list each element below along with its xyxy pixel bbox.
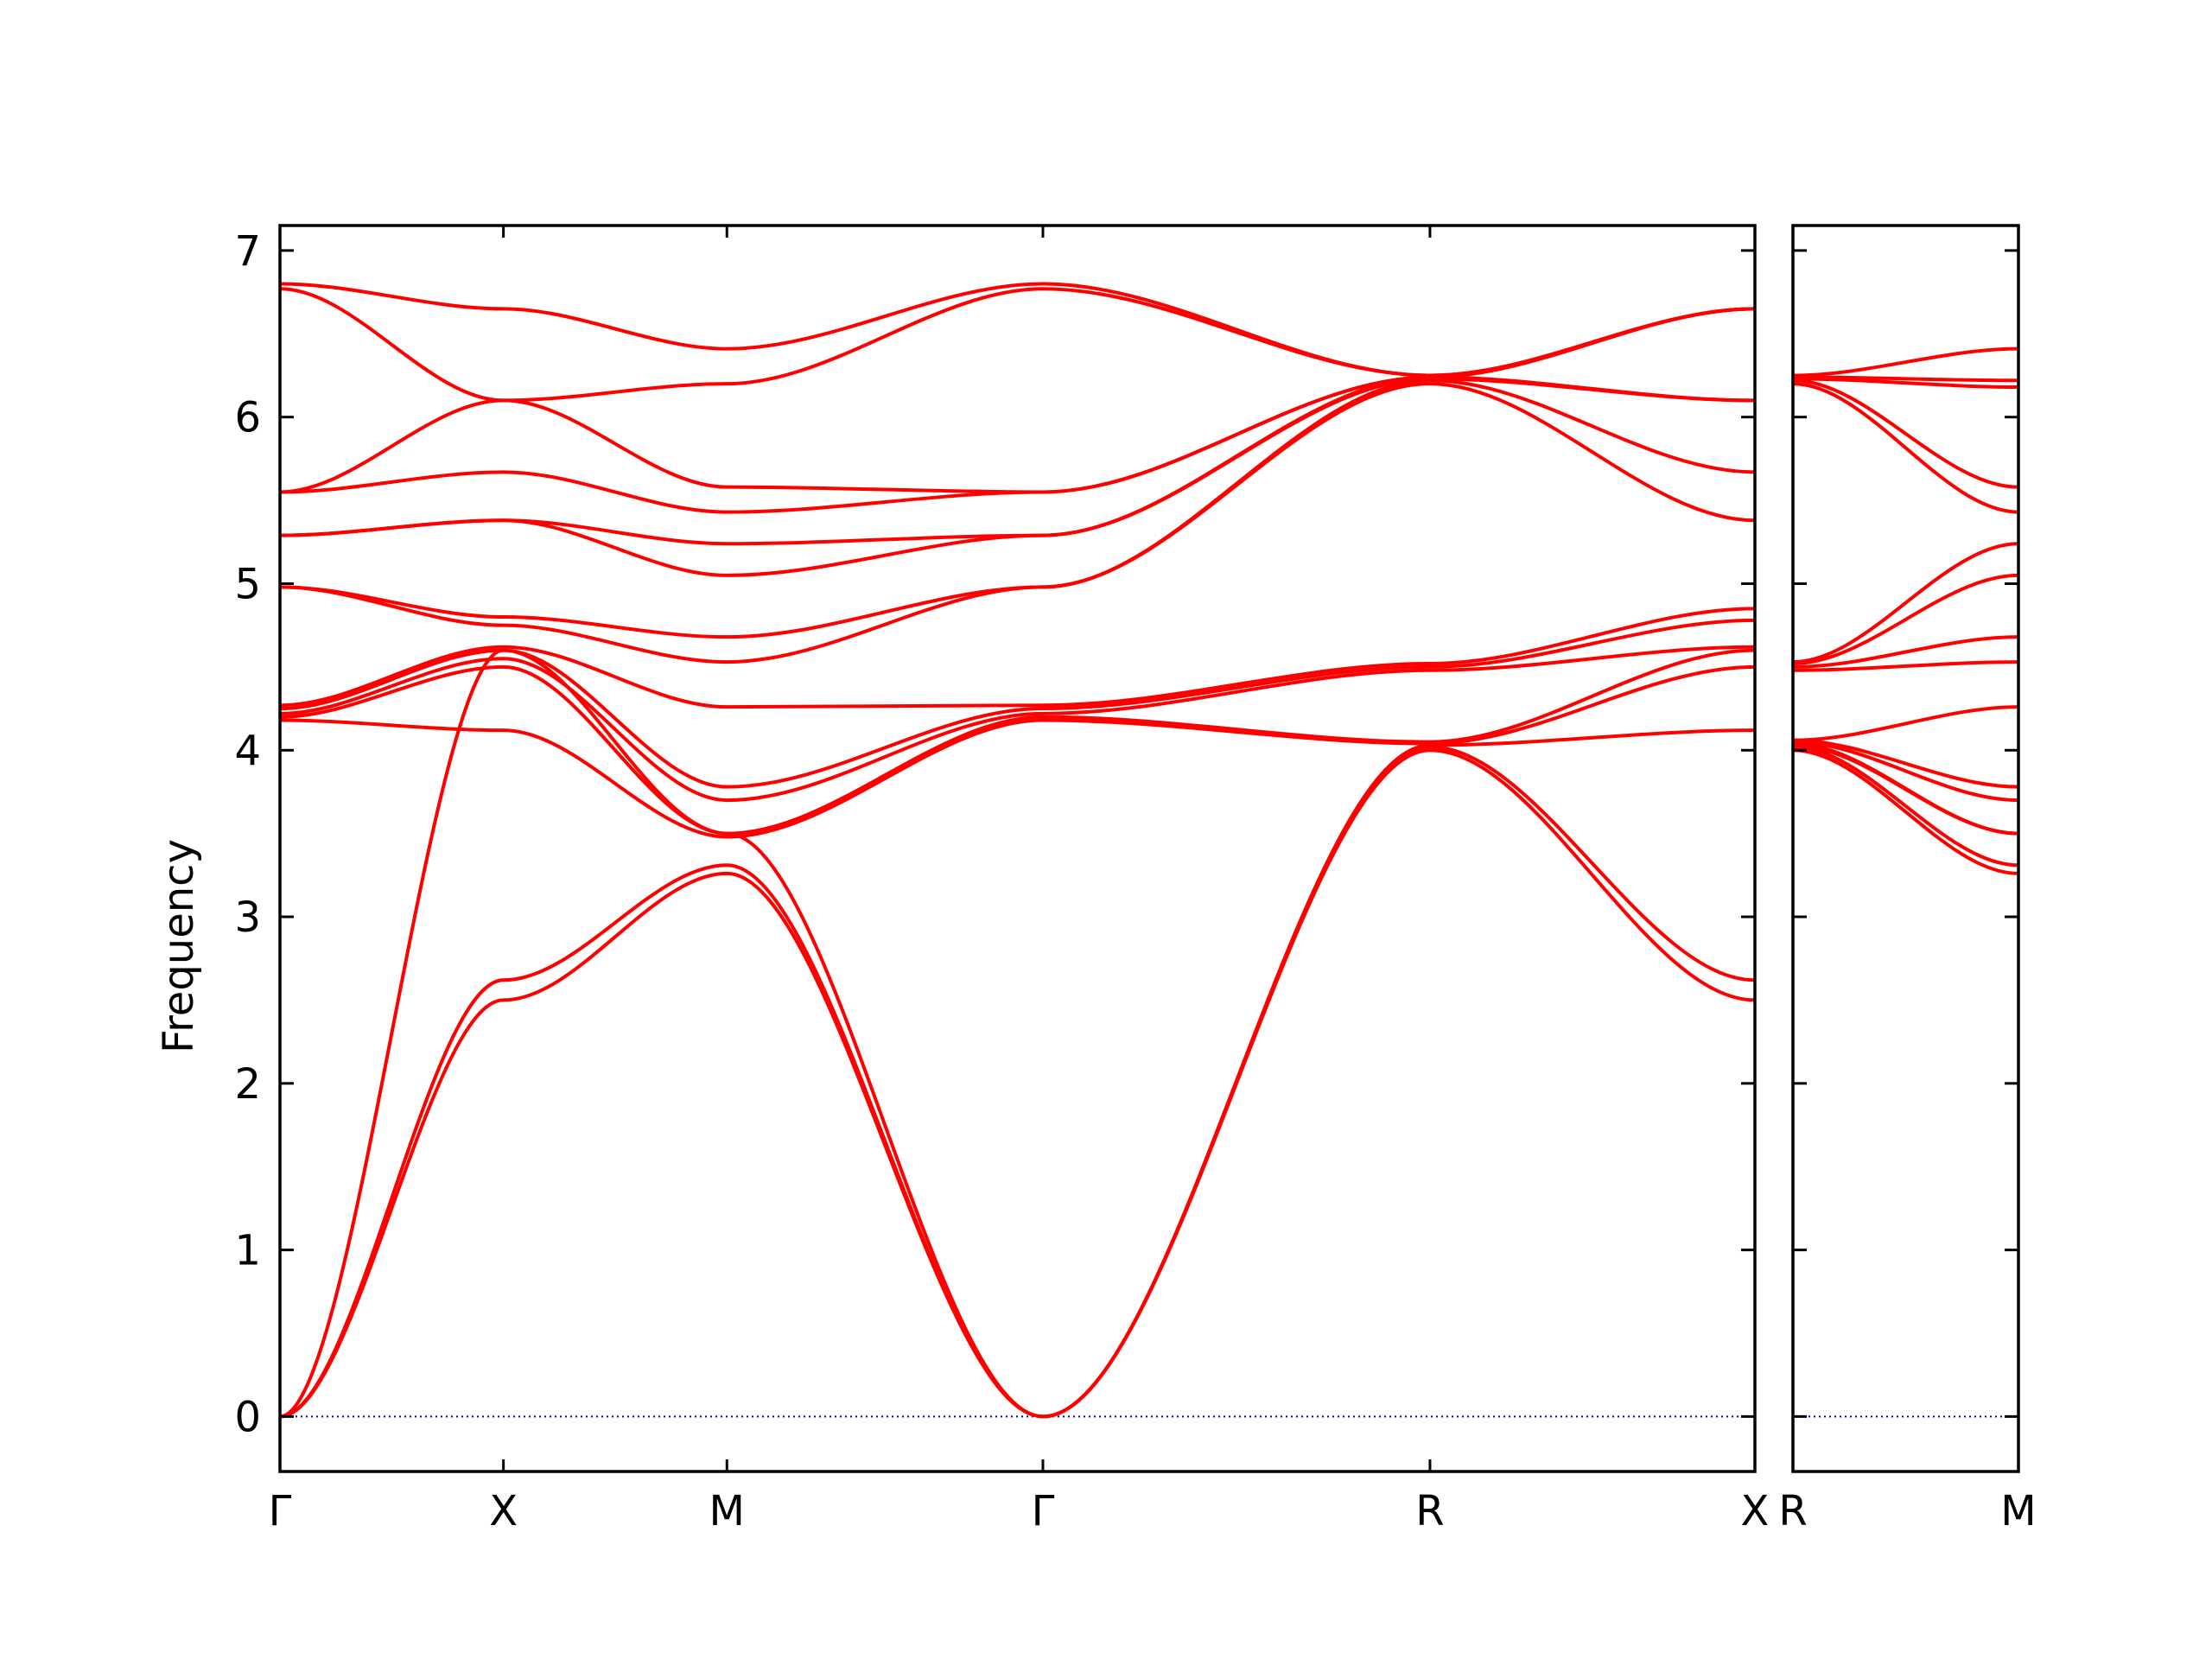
band-line-6: [279, 645, 1756, 803]
band-line-13: [1792, 378, 2019, 489]
main-panel: 0 1 2 3 4 5 6 7 Γ X M Γ R X: [234, 224, 1770, 1535]
y-tick-label: 7: [234, 227, 261, 276]
plot-frame: [1791, 224, 2020, 1473]
band-line-6: [1792, 738, 2019, 789]
x-tick-label: Γ: [269, 1487, 292, 1535]
band-line-8: [279, 607, 1756, 709]
y-axis-label: Frequency: [155, 839, 203, 1053]
plot-frame: [278, 224, 1757, 1473]
band-line-2: [279, 745, 1756, 1419]
band-line-16: [1792, 346, 2019, 378]
band-line-8: [1792, 660, 2019, 672]
band-line-1: [1792, 748, 2019, 875]
y-tick-label: 0: [234, 1393, 261, 1441]
x-tick-label: X: [1741, 1487, 1770, 1535]
band-line-16: [279, 282, 1756, 378]
y-tick-label: 4: [234, 727, 261, 775]
y-tick-label: 5: [234, 560, 261, 608]
band-line-5: [1792, 740, 2019, 803]
band-line-1: [279, 748, 1756, 1419]
y-tick-label: 3: [234, 893, 261, 942]
y-tick-label: 6: [234, 394, 261, 442]
band-line-12: [279, 375, 1756, 546]
band-line-5: [279, 648, 1756, 836]
x-tick-label: R: [1415, 1487, 1444, 1535]
band-line-14: [1792, 377, 2019, 389]
y-tick-label: 2: [234, 1060, 261, 1109]
band-line-7: [1792, 705, 2019, 742]
band-line-10: [279, 378, 1756, 639]
band-line-10: [1792, 573, 2019, 666]
band-line-11: [279, 377, 1756, 577]
x-tick-label: M: [2000, 1487, 2036, 1535]
x-tick-label: M: [709, 1487, 745, 1535]
x-tick-label: Γ: [1032, 1487, 1055, 1535]
band-line-12: [1792, 382, 2019, 514]
band-line-9: [1792, 635, 2019, 669]
band-line-11: [1792, 542, 2019, 664]
band-line-13: [279, 307, 1756, 514]
band-line-7: [279, 618, 1756, 789]
x-tick-label: R: [1778, 1487, 1807, 1535]
band-line-2: [1792, 745, 2019, 868]
band-line-4: [279, 664, 1756, 839]
band-line-9: [279, 382, 1756, 664]
y-tick-label: 1: [234, 1227, 261, 1275]
x-tick-label: X: [489, 1487, 518, 1535]
band-line-15: [1792, 375, 2019, 383]
band-line-4: [1792, 741, 2019, 836]
band-line-3: [279, 648, 1756, 1419]
